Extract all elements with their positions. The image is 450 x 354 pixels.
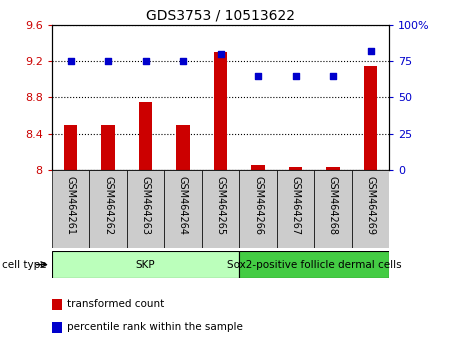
Text: cell type: cell type [2, 259, 47, 270]
Bar [89, 170, 127, 248]
Text: GSM464268: GSM464268 [328, 176, 338, 235]
Bar [252, 165, 265, 170]
Bar [64, 125, 77, 170]
Text: percentile rank within the sample: percentile rank within the sample [67, 322, 243, 332]
Bar [277, 170, 314, 248]
Bar [214, 52, 227, 170]
Bar [202, 170, 239, 248]
Text: SKP: SKP [136, 259, 155, 270]
Point [292, 73, 299, 78]
Text: GSM464265: GSM464265 [216, 176, 225, 235]
Bar [127, 170, 164, 248]
Bar [176, 125, 189, 170]
Point [67, 58, 74, 64]
Bar [52, 170, 89, 248]
Point [104, 58, 112, 64]
Bar [352, 170, 389, 248]
Text: GSM464262: GSM464262 [103, 176, 113, 235]
Bar [101, 125, 115, 170]
Text: transformed count: transformed count [67, 299, 164, 309]
Text: GSM464261: GSM464261 [66, 176, 76, 235]
Bar [239, 170, 277, 248]
Text: GSM464263: GSM464263 [140, 176, 150, 235]
Point [367, 48, 374, 54]
Text: Sox2-positive follicle dermal cells: Sox2-positive follicle dermal cells [227, 259, 401, 270]
Point [142, 58, 149, 64]
Text: GSM464264: GSM464264 [178, 176, 188, 235]
Bar [239, 251, 389, 278]
Bar [164, 170, 202, 248]
Text: GSM464266: GSM464266 [253, 176, 263, 235]
Point [217, 51, 224, 57]
Bar [289, 167, 302, 170]
Bar [314, 170, 352, 248]
Text: GSM464267: GSM464267 [291, 176, 301, 235]
Bar [139, 102, 152, 170]
Point [254, 73, 261, 78]
Bar [364, 65, 377, 170]
Bar [52, 251, 239, 278]
Bar [326, 167, 340, 170]
Point [180, 58, 187, 64]
Point [329, 73, 337, 78]
Text: GSM464269: GSM464269 [365, 176, 375, 235]
Title: GDS3753 / 10513622: GDS3753 / 10513622 [146, 8, 295, 22]
